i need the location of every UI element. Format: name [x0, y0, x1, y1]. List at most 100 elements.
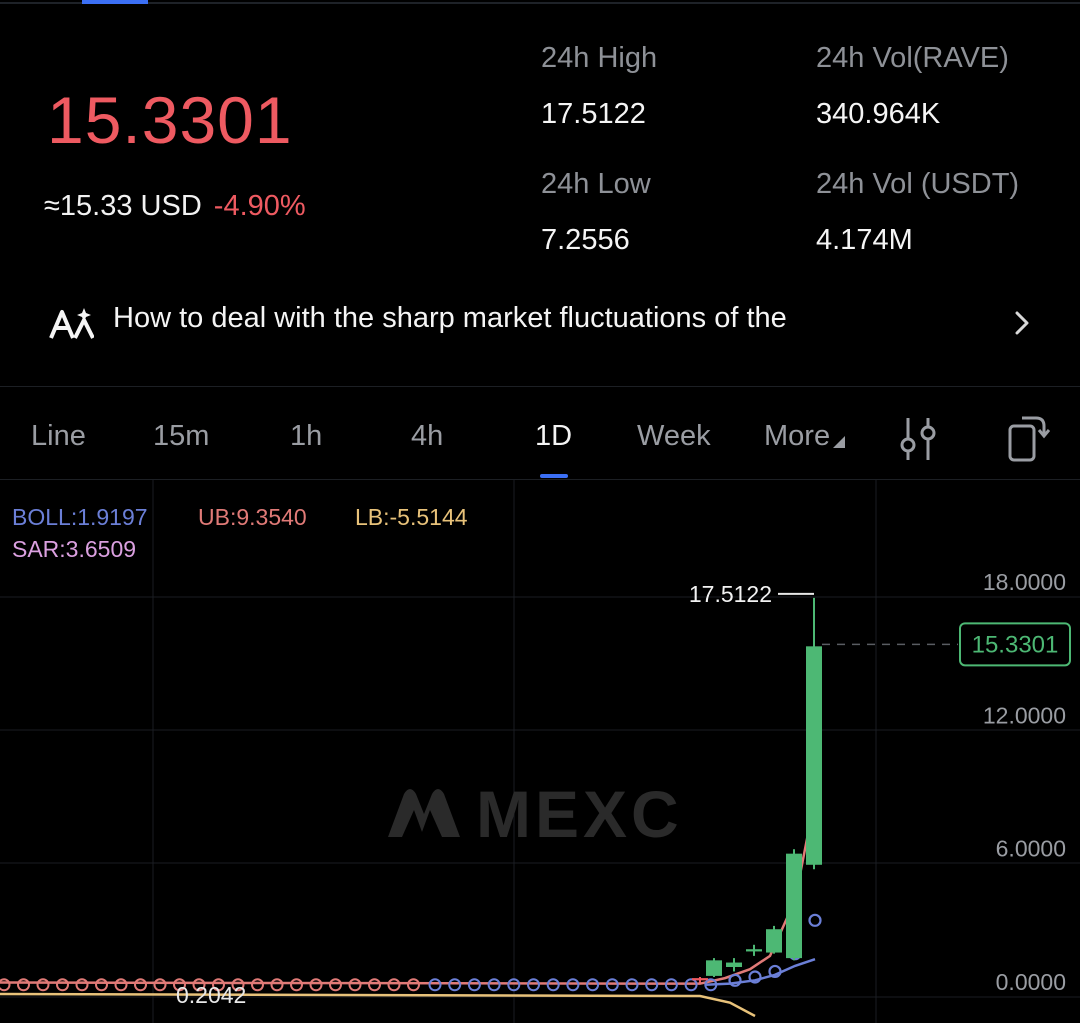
change-percent: -4.90% — [213, 190, 306, 222]
sar-dot — [192, 978, 206, 992]
high-marker-label: 17.5122 — [689, 581, 772, 607]
sar-dot — [309, 978, 323, 992]
candle-body — [746, 949, 762, 952]
y-tick-label: 18.0000 — [983, 569, 1066, 595]
sar-dot — [546, 978, 560, 992]
sar-dot — [566, 978, 580, 992]
sar-dot — [251, 978, 264, 992]
sar-dot — [270, 978, 284, 992]
vol-quote-value: 4.174M — [816, 224, 913, 256]
sar-dot — [95, 978, 108, 992]
sar-dot — [684, 978, 698, 992]
active-tab-underline — [540, 474, 568, 478]
tab-line[interactable]: Line — [31, 420, 86, 452]
candle-body — [766, 929, 782, 953]
vol-quote-label: 24h Vol (USDT) — [816, 168, 1020, 200]
sar-dot — [36, 978, 50, 992]
boll-indicator[interactable]: BOLL:1.9197 — [12, 504, 148, 530]
news-text[interactable]: How to deal with the sharp market fluctu… — [113, 302, 787, 334]
y-tick-label: 6.0000 — [996, 836, 1066, 862]
chart-watermark: MEXC — [476, 777, 683, 851]
device-rotate-icon[interactable] — [1006, 412, 1050, 464]
section-divider — [0, 386, 1080, 387]
last-price: 15.3301 — [47, 83, 293, 157]
interval-tabs: Line 15m 1h 4h 1D Week More — [0, 412, 1080, 472]
sar-dot — [507, 978, 521, 992]
sar-dot — [448, 978, 462, 992]
indicator-settings-icon[interactable] — [898, 416, 938, 462]
vol-base-label: 24h Vol(RAVE) — [816, 42, 1009, 74]
y-tick-label: 0.0000 — [996, 969, 1066, 995]
sar-dot — [728, 973, 742, 987]
sar-dot — [768, 964, 782, 979]
sar-dot — [748, 970, 762, 984]
candle-body — [786, 853, 802, 959]
sar-dot — [0, 978, 11, 992]
y-tick-label: 12.0000 — [983, 702, 1066, 728]
sar-dot — [17, 978, 30, 992]
tab-more-label: More — [764, 420, 831, 452]
sar-dot — [387, 978, 401, 992]
last-price-tag — [959, 622, 1071, 667]
sar-indicator[interactable]: SAR:3.6509 — [12, 536, 137, 562]
mexc-logo-icon — [388, 789, 460, 837]
sar-dot — [348, 978, 362, 992]
chevron-right-icon[interactable] — [1010, 306, 1034, 340]
tab-4h[interactable]: 4h — [411, 420, 444, 452]
sar-dot — [428, 978, 442, 992]
sar-dot — [605, 978, 619, 992]
tabs-divider — [0, 479, 1080, 480]
lb-indicator[interactable]: LB:-5.5144 — [355, 504, 468, 530]
sar-dot — [645, 978, 659, 992]
ub-indicator[interactable]: UB:9.3540 — [198, 504, 307, 530]
candle-body — [726, 962, 742, 967]
sar-dot — [527, 978, 540, 992]
candle-body — [806, 820, 822, 865]
lb-line — [0, 992, 756, 1018]
high-label: 24h High — [541, 42, 658, 74]
sar-dot — [808, 913, 822, 927]
candle-body — [706, 960, 722, 976]
sar-dot — [212, 978, 225, 992]
sar-dot — [153, 978, 167, 992]
tab-1d[interactable]: 1D — [535, 420, 573, 452]
news-banner[interactable]: How to deal with the sharp market fluctu… — [0, 298, 1080, 348]
tab-15m[interactable]: 15m — [153, 420, 210, 452]
candle-body — [806, 646, 822, 827]
approx-usd: ≈15.33 USD — [44, 190, 202, 222]
top-divider — [0, 2, 1080, 4]
caret-down-icon — [833, 436, 846, 448]
approx-usd-row: ≈15.33 USD -4.90% — [44, 190, 306, 223]
price-markers: 17.5122 15.3301 0.2042 — [176, 581, 1071, 1008]
sar-dot — [625, 978, 639, 992]
chart-grid — [0, 480, 1080, 1023]
sar-dot — [586, 978, 600, 992]
sar-dots — [0, 913, 822, 992]
sar-dot — [407, 978, 420, 992]
sar-dot — [664, 978, 678, 992]
sar-dot — [368, 978, 381, 992]
sar-dot — [75, 978, 89, 992]
top-tab-indicator — [82, 0, 148, 4]
candles — [692, 597, 822, 983]
sar-dot — [487, 978, 501, 992]
low-label: 24h Low — [541, 168, 651, 200]
low-value: 7.2556 — [541, 224, 630, 256]
sar-dot — [114, 978, 128, 992]
sar-dot — [704, 978, 718, 992]
last-price-tag-label: 15.3301 — [972, 631, 1059, 658]
sar-dot — [467, 978, 481, 992]
sar-dot — [173, 978, 186, 992]
boll-mid-line — [704, 958, 816, 987]
ub-line — [0, 797, 817, 985]
candlestick-chart[interactable]: MEXC 18.0000 12.0000 6.0000 0.0000 17.5122 1… — [0, 480, 1080, 1023]
sar-dot — [56, 978, 69, 992]
tab-1h[interactable]: 1h — [290, 420, 323, 452]
sar-dot — [231, 978, 245, 992]
tab-more[interactable]: More — [764, 420, 846, 453]
ai-sparkle-icon — [49, 308, 94, 339]
sar-dot — [134, 978, 147, 992]
high-value: 17.5122 — [541, 98, 646, 130]
sar-dot — [329, 978, 342, 992]
tab-week[interactable]: Week — [637, 420, 711, 452]
